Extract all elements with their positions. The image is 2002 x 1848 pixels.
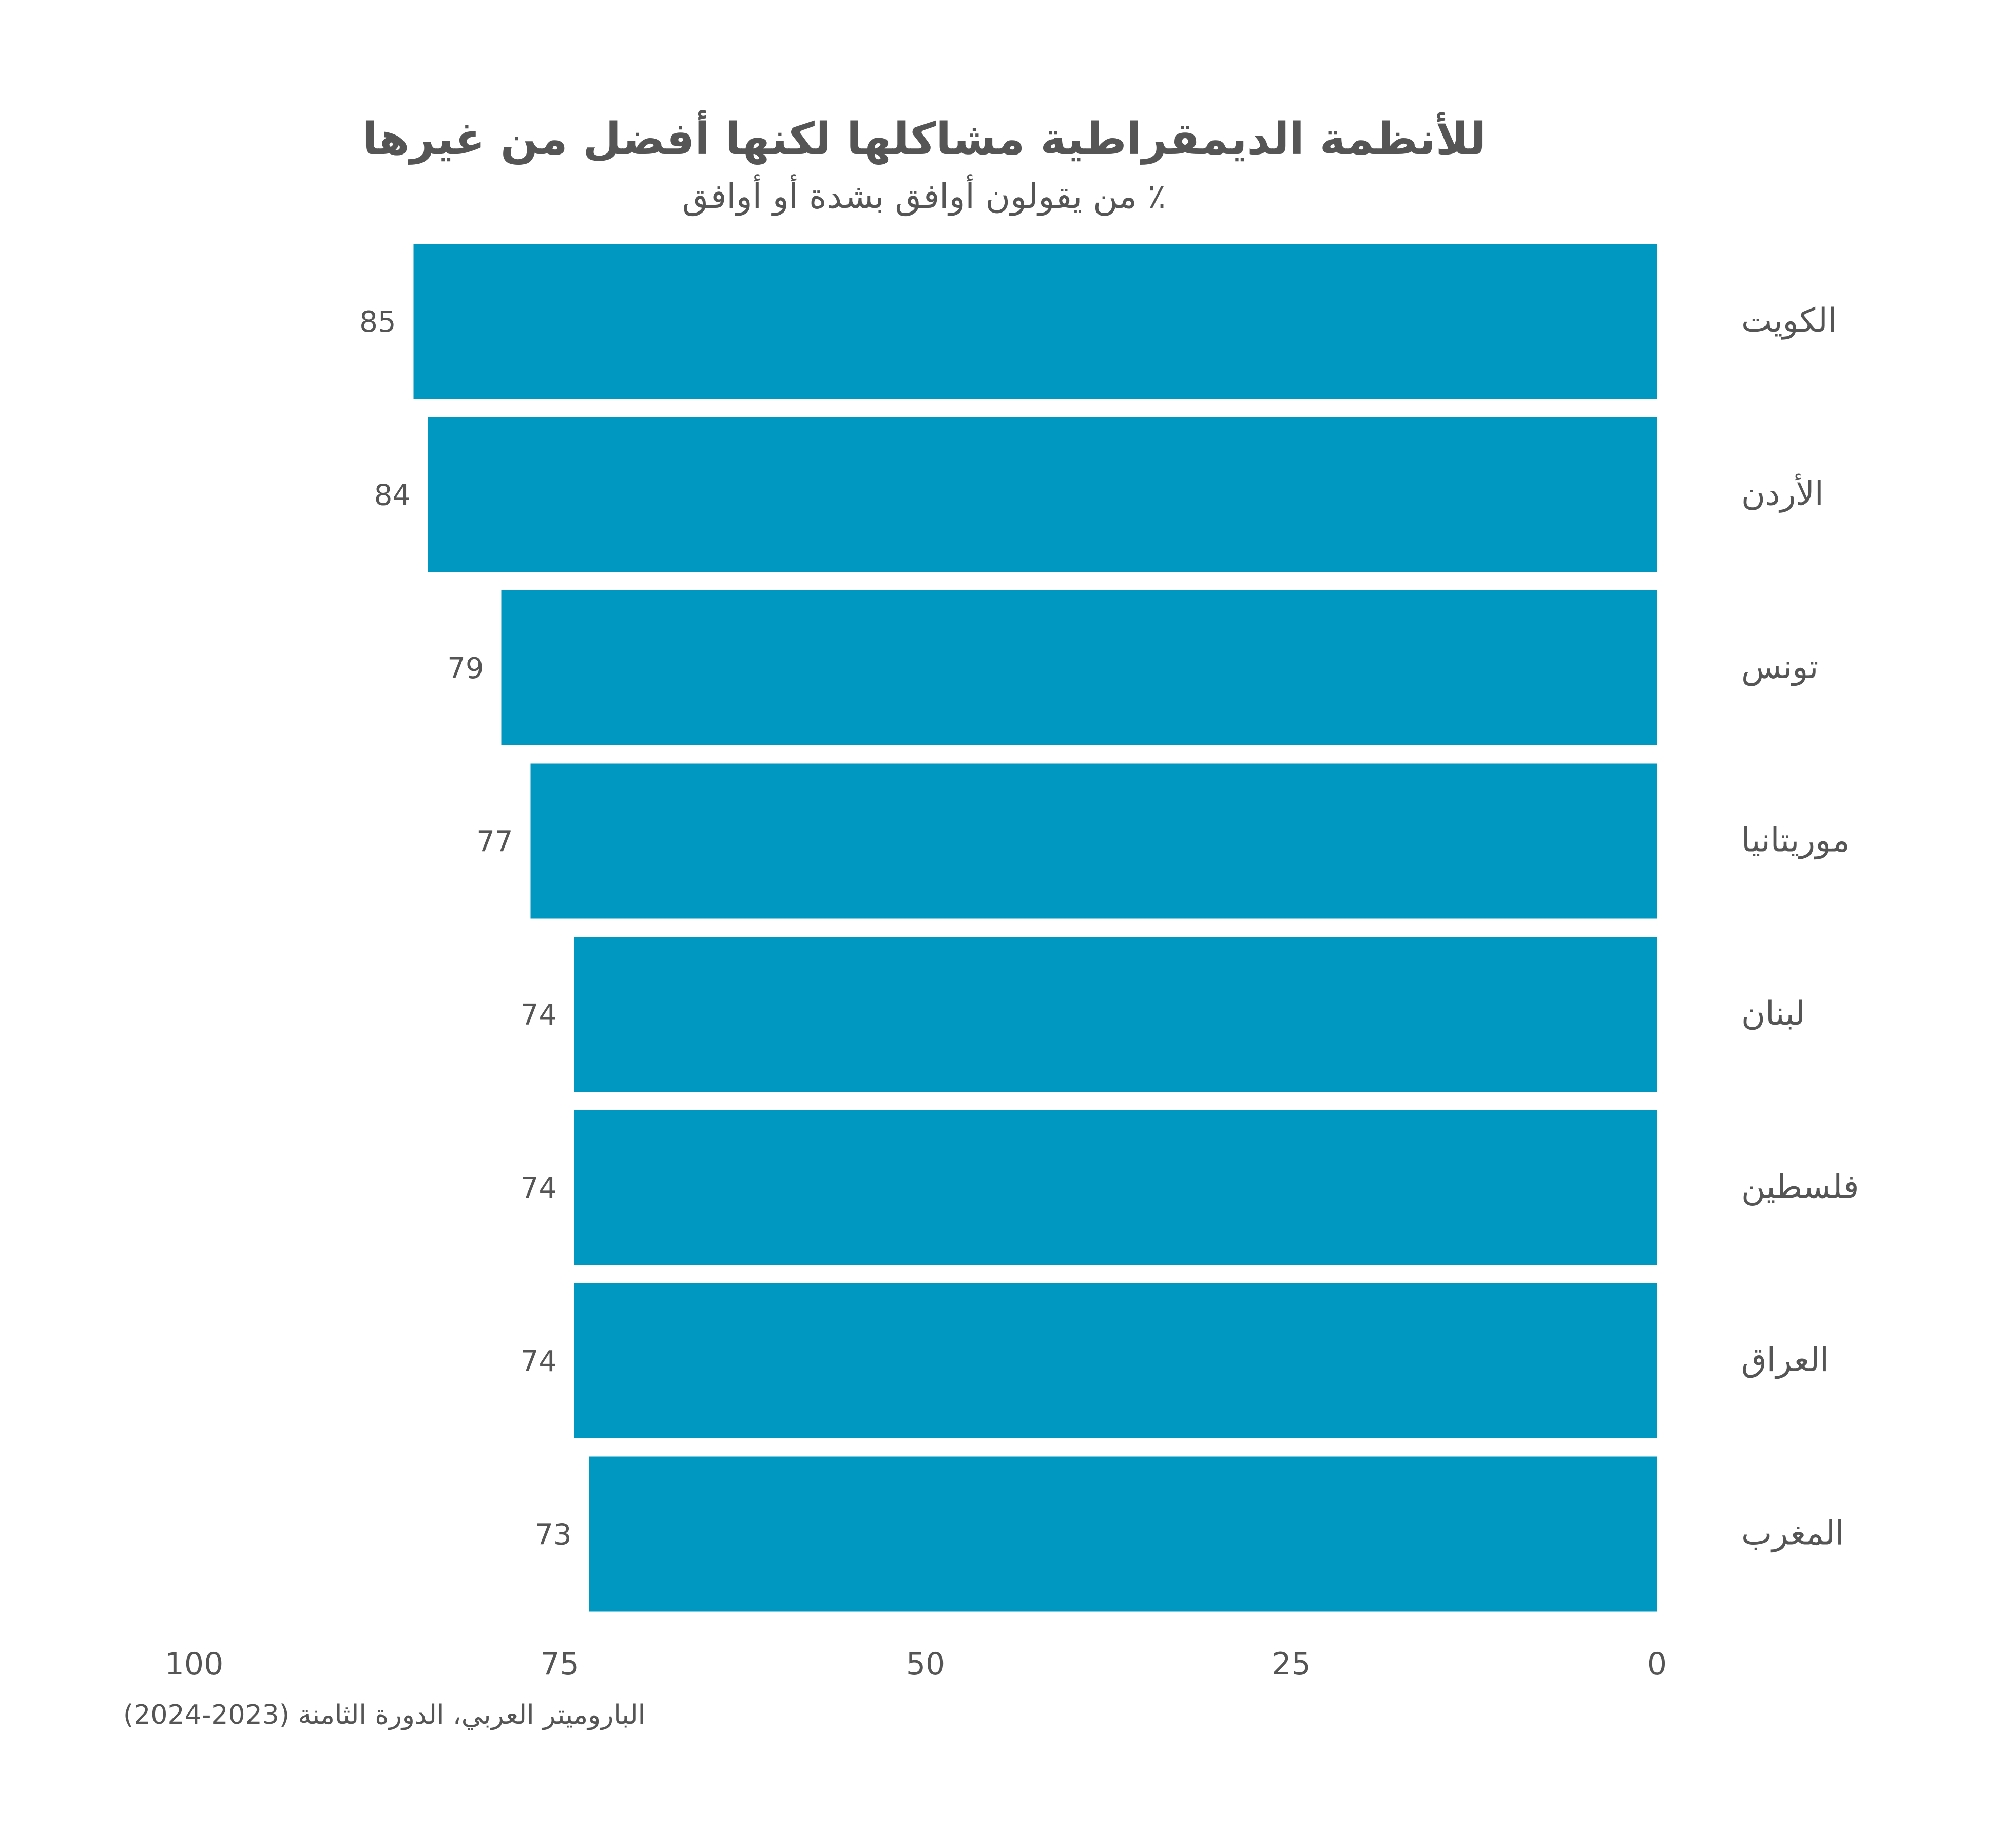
bar — [574, 1110, 1657, 1265]
x-tick-label: 50 — [906, 1646, 945, 1682]
x-tick-label: 25 — [1272, 1646, 1311, 1682]
bar — [574, 937, 1657, 1092]
category-label: موريتانيا — [1741, 822, 1850, 860]
value-labels-layer: 85 84 79 77 74 74 74 73 — [359, 305, 571, 1552]
bar — [413, 244, 1657, 399]
category-label: الكويت — [1741, 302, 1837, 340]
bar — [428, 417, 1657, 572]
category-label: فلسطين — [1741, 1168, 1859, 1206]
x-tick-label: 100 — [165, 1646, 224, 1682]
bars-layer — [413, 244, 1657, 1612]
value-label: 74 — [521, 1345, 557, 1378]
source-note: الباروميتر العربي، الدورة الثامنة (2023-… — [123, 1700, 645, 1730]
bar — [574, 1283, 1657, 1438]
category-label: الأردن — [1741, 473, 1824, 513]
x-tick-label: 0 — [1647, 1646, 1667, 1682]
chart-subtitle: ٪ من يقولون أوافق بشدة أو أوافق — [682, 174, 1166, 217]
bar — [589, 1456, 1657, 1612]
category-label: العراق — [1741, 1341, 1829, 1379]
category-label: تونس — [1741, 648, 1818, 686]
value-label: 85 — [359, 305, 396, 339]
category-labels-layer: الكويت الأردن تونس موريتانيا لبنان فلسطين العر… — [1741, 302, 1859, 1553]
value-label: 84 — [374, 479, 411, 512]
value-label: 74 — [521, 998, 557, 1032]
value-label: 73 — [535, 1518, 571, 1552]
x-tick-label: 75 — [540, 1646, 579, 1682]
value-label: 77 — [476, 825, 513, 859]
x-axis-ticks: 0 25 50 75 100 — [165, 1646, 1667, 1682]
value-label: 74 — [521, 1172, 557, 1205]
chart-title: للأنظمة الديمقراطية مشاكلها لكنها أفضل م… — [362, 110, 1486, 165]
value-label: 79 — [447, 652, 484, 685]
bar — [501, 590, 1657, 745]
bar — [530, 763, 1657, 919]
category-label: المغرب — [1741, 1515, 1844, 1553]
category-label: لبنان — [1741, 995, 1805, 1033]
